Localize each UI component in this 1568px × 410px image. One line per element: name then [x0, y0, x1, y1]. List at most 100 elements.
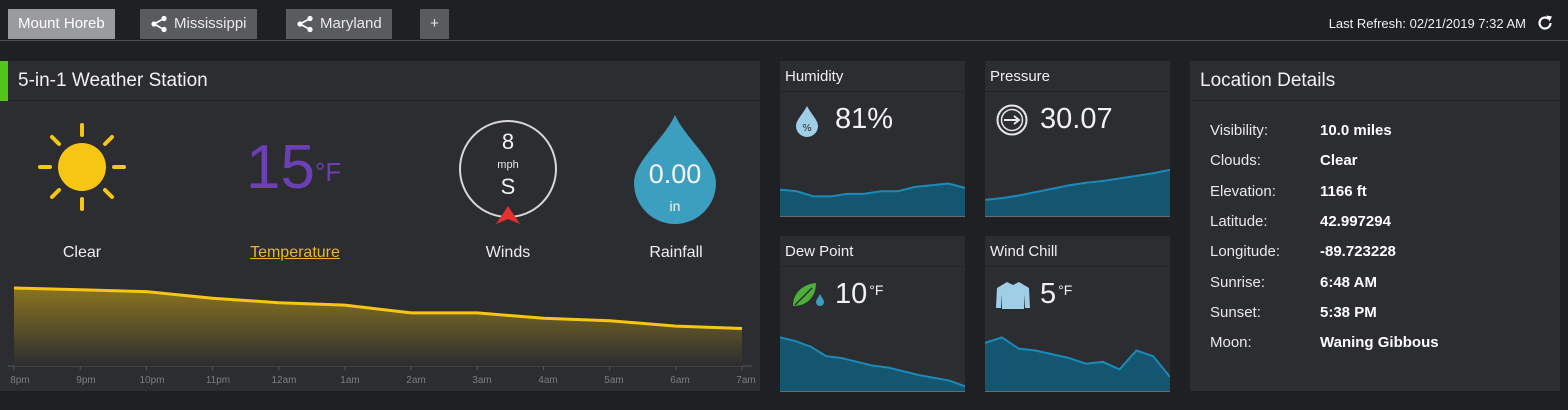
location-tab-bar: Mount Horeb Mississippi Maryland + Last … [0, 0, 1568, 41]
panel-title: 5-in-1 Weather Station [18, 70, 208, 91]
time-tick-label: 4am [538, 375, 558, 386]
time-tick-label: 2am [406, 375, 426, 386]
wind-chill-value: 5 [1040, 278, 1057, 310]
tab-label: Mount Horeb [18, 15, 105, 32]
location-title: Location Details [1200, 70, 1336, 91]
tab-maryland[interactable]: Maryland [286, 9, 392, 39]
dew_point-trend-line [780, 336, 965, 388]
rainfall-label: Rainfall [649, 244, 703, 261]
last-refresh-text: Last Refresh: 02/21/2019 7:32 AM [1328, 15, 1526, 31]
temperature-trend-area [14, 288, 742, 366]
humidity-title: Humidity [785, 68, 844, 85]
tab-mississippi[interactable]: Mississippi [140, 9, 257, 39]
temperature-reading: 15°F [246, 133, 341, 203]
detail-key: Sunset: [1210, 303, 1261, 321]
detail-value: 1166 ft [1320, 182, 1367, 200]
dew_point-trend-area [780, 337, 965, 392]
accent-bar [0, 61, 8, 101]
pressure-sparkline [985, 168, 1170, 217]
detail-value: 10.0 miles [1320, 122, 1392, 139]
tab-mount-horeb[interactable]: Mount Horeb [8, 9, 115, 39]
pressure-gauge-icon [996, 104, 1028, 136]
dew-point-reading: 10 °F [835, 278, 883, 311]
pressure-title: Pressure [990, 68, 1051, 85]
sweater-icon [996, 282, 1030, 309]
detail-key: Moon: [1210, 334, 1252, 352]
rain-value: 0.00 [648, 159, 702, 189]
sun-icon [38, 123, 126, 211]
location-details-panel: Location Details Visibility: 10.0 miles Cl… [1190, 61, 1560, 391]
dew-point-panel: Dew Point 10 °F [780, 236, 965, 392]
pressure-panel: Pressure 30.07 [985, 61, 1170, 217]
dew-point-sparkline [780, 336, 965, 392]
time-tick-label: 3am [472, 375, 492, 386]
wind-chill-reading: 5 °F [1040, 278, 1072, 311]
wind-direction-arrow-icon [496, 206, 520, 224]
pressure-trend-area [985, 169, 1170, 217]
winds-label: Winds [485, 244, 531, 261]
location-detail-row: Sunrise: 6:48 AM [1210, 274, 1377, 291]
svg-text:%: % [802, 123, 812, 134]
time-tick-label: 12am [271, 375, 297, 386]
humidity-sparkline [780, 182, 965, 217]
time-tick-label: 1am [340, 375, 360, 386]
humidity-value: 81% [835, 103, 894, 135]
dew-point-value: 10 [835, 278, 868, 310]
detail-value: 5:38 PM [1320, 303, 1377, 321]
humidity-trend-area [780, 183, 965, 217]
time-tick-label: 11pm [205, 375, 231, 386]
add-label: + [430, 15, 439, 32]
detail-value: Clear [1320, 152, 1358, 170]
location-detail-row: Elevation: 1166 ft [1210, 183, 1367, 200]
temperature-value: 15 [246, 133, 315, 202]
detail-key: Longitude: [1210, 243, 1281, 261]
leaf-dew-icon [793, 283, 824, 306]
tab-label: Mississippi [174, 15, 247, 32]
detail-key: Sunrise: [1210, 273, 1266, 291]
humidity-drop-icon: % [796, 106, 818, 137]
wind-unit: mph [497, 159, 519, 171]
wind-chill-panel: Wind Chill 5 °F [985, 236, 1170, 392]
time-tick-label: 6am [670, 375, 690, 386]
time-tick-label: 9pm [76, 375, 96, 386]
detail-value: 6:48 AM [1320, 273, 1377, 291]
time-tick-label: 8pm [10, 375, 30, 386]
share-icon [151, 15, 167, 33]
temperature-trend-chart [8, 286, 752, 370]
location-detail-row: Longitude: -89.723228 [1210, 243, 1396, 260]
wind-chill-sparkline [985, 336, 1170, 392]
location-detail-row: Latitude: 42.997294 [1210, 213, 1391, 230]
rain-unit: in [669, 198, 681, 214]
rain-drop-icon [634, 115, 716, 224]
time-tick-label: 7am [736, 375, 756, 386]
wind-direction: S [500, 174, 516, 199]
detail-value: 42.997294 [1320, 212, 1391, 230]
detail-key: Elevation: [1210, 182, 1276, 200]
temperature-link[interactable]: Temperature [250, 244, 340, 261]
humidity-panel: Humidity % 81% [780, 61, 965, 217]
wind-chill-unit: °F [1058, 282, 1073, 298]
location-detail-row: Visibility: 10.0 miles [1210, 122, 1392, 139]
pressure-value: 30.07 [1040, 103, 1113, 135]
time-tick-label: 10pm [139, 375, 165, 386]
time-tick-label: 5am [604, 375, 624, 386]
pressure-trend-line [985, 168, 1170, 201]
add-location-button[interactable]: + [420, 9, 449, 39]
refresh-icon[interactable] [1536, 14, 1554, 32]
location-detail-row: Sunset: 5:38 PM [1210, 304, 1377, 321]
temperature-unit: °F [314, 157, 342, 187]
location-detail-row: Moon: Waning Gibbous [1210, 334, 1439, 351]
detail-key: Clouds: [1210, 152, 1261, 170]
dew-point-title: Dew Point [785, 243, 854, 260]
condition-label: Clear [62, 244, 102, 261]
wind_chill-trend-line [985, 336, 1170, 378]
temperature-trend-line [13, 286, 743, 330]
detail-value: -89.723228 [1320, 243, 1396, 261]
humidity-trend-line [780, 182, 965, 198]
weather-station-panel: 5-in-1 Weather Station Clear 15°F Temper… [0, 61, 760, 391]
panel-header: Location Details [1190, 61, 1560, 101]
detail-key: Visibility: [1210, 122, 1269, 139]
detail-key: Latitude: [1210, 212, 1268, 230]
wind-speed: 8 [501, 129, 515, 154]
dew-point-unit: °F [869, 282, 884, 298]
